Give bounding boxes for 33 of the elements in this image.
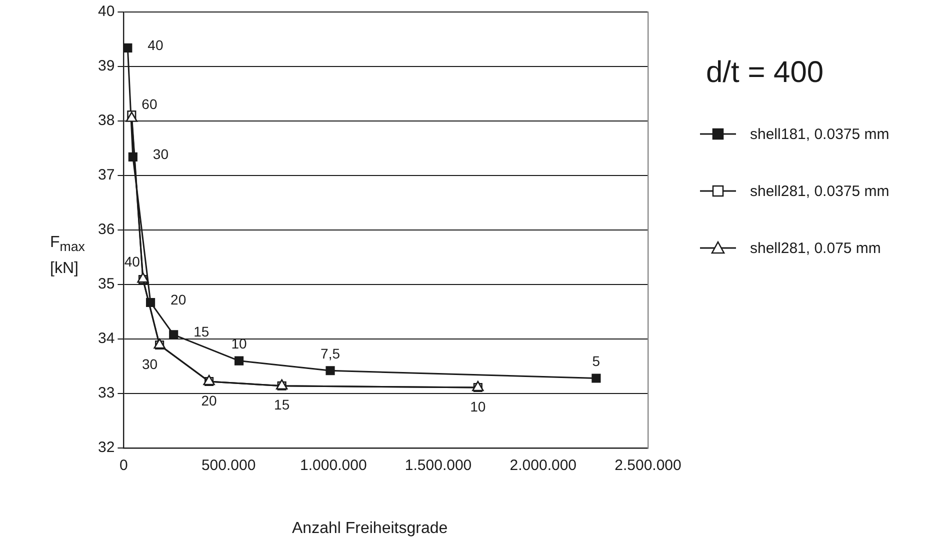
legend-label: shell281, 0.075 mm	[750, 240, 881, 256]
annotation: 10	[470, 398, 486, 414]
y-tick-label: 36	[98, 221, 115, 238]
y-tick-label: 33	[98, 384, 115, 402]
legend-label: shell181, 0.0375 mm	[750, 126, 890, 142]
annotation: 5	[592, 353, 600, 370]
y-tick-label: 38	[98, 112, 115, 130]
annotation: 30	[142, 356, 158, 372]
y-tick-label: 39	[98, 58, 115, 75]
x-tick-label: 1.000.000	[300, 457, 367, 474]
annotation: 60	[142, 96, 158, 112]
annotation: 20	[170, 291, 186, 308]
x-tick-label: 1.500.000	[404, 457, 472, 474]
x-tick-label: 2.500.000	[614, 457, 682, 474]
x-axis-title: Anzahl Freiheitsgrade	[292, 520, 448, 538]
legend-label: shell281, 0.0375 mm	[750, 182, 890, 200]
annotation: 7,5	[320, 345, 340, 362]
y-tick-label: 40	[98, 3, 115, 20]
y-axis-title: F$_{max}$ [kN]	[50, 233, 85, 280]
y-tick-label: 37	[98, 166, 115, 184]
y-tick-label: 32	[98, 439, 115, 456]
annotation: 30	[152, 146, 169, 162]
x-tick-label: 0	[120, 457, 128, 474]
text: d/t = 400	[706, 56, 824, 90]
annotation: 15	[274, 396, 290, 413]
annotation: 40	[148, 36, 164, 53]
y-tick-label: 34	[98, 330, 115, 348]
x-tick-label: 2.000.000	[510, 457, 577, 474]
annotation: 20	[201, 392, 218, 408]
annotation: 40	[124, 253, 140, 270]
x-tick-label: 500.000	[201, 457, 256, 474]
y-tick-label: 35	[98, 276, 115, 293]
annotation: 15	[194, 324, 210, 340]
